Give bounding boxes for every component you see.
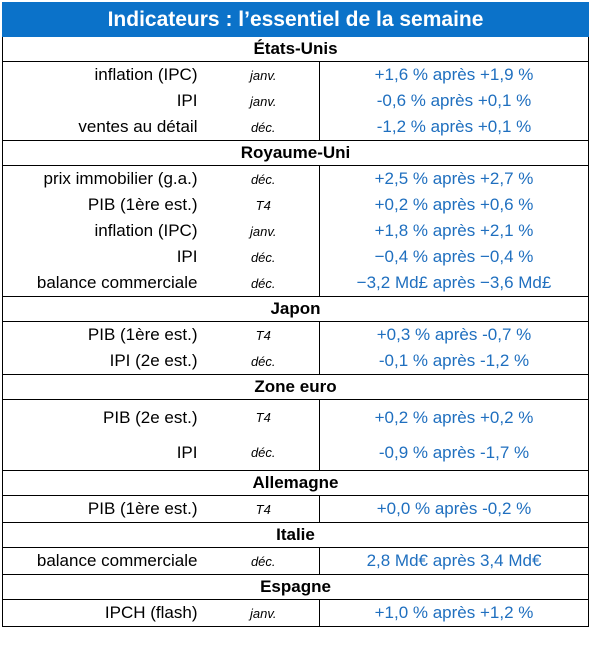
indicator-value: +0,2 % après +0,6 % xyxy=(319,192,589,218)
table-title: Indicateurs : l’essentiel de la semaine xyxy=(2,2,589,37)
table-row: IPI janv. -0,6 % après +0,1 % xyxy=(2,88,589,114)
indicator-period: déc. xyxy=(207,270,320,297)
indicator-period: janv. xyxy=(207,88,320,114)
section-header: Allemagne xyxy=(2,470,589,496)
indicator-value: +1,6 % après +1,9 % xyxy=(319,61,589,88)
indicators-table-container: Indicateurs : l’essentiel de la semaine … xyxy=(2,2,589,627)
indicator-label: PIB (2e est.) xyxy=(2,399,208,435)
indicator-value: -0,1 % après -1,2 % xyxy=(319,348,589,375)
indicators-table: Indicateurs : l’essentiel de la semaine … xyxy=(2,2,589,627)
indicator-period: déc. xyxy=(207,165,320,192)
table-row: inflation (IPC) janv. +1,8 % après +2,1 % xyxy=(2,218,589,244)
indicator-label: PIB (1ère est.) xyxy=(2,495,208,523)
indicator-value: 2,8 Md€ après 3,4 Md€ xyxy=(319,547,589,575)
section-header: États-Unis xyxy=(2,36,589,62)
table-row: inflation (IPC) janv. +1,6 % après +1,9 % xyxy=(2,61,589,88)
table-row: IPI (2e est.) déc. -0,1 % après -1,2 % xyxy=(2,348,589,375)
table-row: PIB (1ère est.) T4 +0,3 % après -0,7 % xyxy=(2,321,589,348)
indicator-label: IPCH (flash) xyxy=(2,599,208,627)
table-row: PIB (1ère est.) T4 +0,0 % après -0,2 % xyxy=(2,495,589,523)
indicator-label: PIB (1ère est.) xyxy=(2,321,208,348)
indicator-value: -0,9 % après -1,7 % xyxy=(319,435,589,471)
indicator-period: déc. xyxy=(207,547,320,575)
table-row: IPI déc. −0,4 % après −0,4 % xyxy=(2,244,589,270)
indicator-value: +2,5 % après +2,7 % xyxy=(319,165,589,192)
indicator-label: IPI xyxy=(2,435,208,471)
table-row: ventes au détail déc. -1,2 % après +0,1 % xyxy=(2,114,589,141)
section-header: Zone euro xyxy=(2,374,589,400)
table-row: PIB (1ère est.) T4 +0,2 % après +0,6 % xyxy=(2,192,589,218)
indicator-period: déc. xyxy=(207,348,320,375)
indicator-value: −3,2 Md£ après −3,6 Md£ xyxy=(319,270,589,297)
indicator-value: -1,2 % après +0,1 % xyxy=(319,114,589,141)
table-row: IPI déc. -0,9 % après -1,7 % xyxy=(2,435,589,471)
table-row: IPCH (flash) janv. +1,0 % après +1,2 % xyxy=(2,599,589,627)
indicator-period: T4 xyxy=(207,399,320,435)
indicator-label: balance commerciale xyxy=(2,547,208,575)
indicator-period: janv. xyxy=(207,599,320,627)
indicator-value: +1,8 % après +2,1 % xyxy=(319,218,589,244)
indicator-label: IPI (2e est.) xyxy=(2,348,208,375)
section-header: Japon xyxy=(2,296,589,322)
indicator-label: PIB (1ère est.) xyxy=(2,192,208,218)
indicator-label: IPI xyxy=(2,244,208,270)
indicator-label: inflation (IPC) xyxy=(2,61,208,88)
table-row: balance commerciale déc. −3,2 Md£ après −3… xyxy=(2,270,589,297)
indicator-value: +1,0 % après +1,2 % xyxy=(319,599,589,627)
indicator-label: ventes au détail xyxy=(2,114,208,141)
indicator-value: +0,3 % après -0,7 % xyxy=(319,321,589,348)
table-row: prix immobilier (g.a.) déc. +2,5 % après +… xyxy=(2,165,589,192)
indicator-value: +0,0 % après -0,2 % xyxy=(319,495,589,523)
section-header: Royaume-Uni xyxy=(2,140,589,166)
table-row: balance commerciale déc. 2,8 Md€ après 3,4… xyxy=(2,547,589,575)
indicator-period: déc. xyxy=(207,435,320,471)
indicator-period: T4 xyxy=(207,321,320,348)
indicator-label: IPI xyxy=(2,88,208,114)
indicator-period: T4 xyxy=(207,192,320,218)
indicator-period: déc. xyxy=(207,114,320,141)
indicator-label: prix immobilier (g.a.) xyxy=(2,165,208,192)
table-row: PIB (2e est.) T4 +0,2 % après +0,2 % xyxy=(2,399,589,435)
section-header: Italie xyxy=(2,522,589,548)
indicator-value: +0,2 % après +0,2 % xyxy=(319,399,589,435)
indicator-period: déc. xyxy=(207,244,320,270)
indicator-value: -0,6 % après +0,1 % xyxy=(319,88,589,114)
indicator-value: −0,4 % après −0,4 % xyxy=(319,244,589,270)
indicator-period: janv. xyxy=(207,218,320,244)
indicator-label: inflation (IPC) xyxy=(2,218,208,244)
indicator-period: T4 xyxy=(207,495,320,523)
indicator-label: balance commerciale xyxy=(2,270,208,297)
section-header: Espagne xyxy=(2,574,589,600)
indicator-period: janv. xyxy=(207,61,320,88)
